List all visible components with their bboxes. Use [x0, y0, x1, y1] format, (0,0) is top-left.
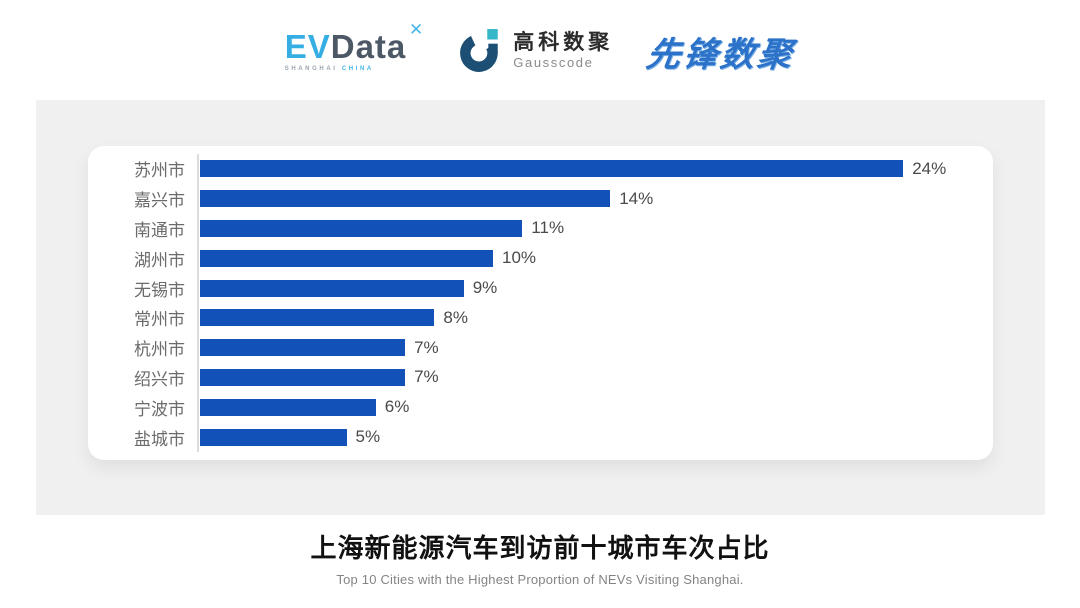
bar-row: 常州市 8% — [88, 303, 993, 333]
value-label: 5% — [355, 427, 381, 447]
gausscode-text: 高科数聚 Gausscode — [513, 31, 613, 70]
bar-row: 杭州市 7% — [88, 333, 993, 363]
evdata-ev-text: EV — [284, 28, 331, 65]
category-label: 宁波市 — [134, 399, 185, 419]
value-label: 6% — [384, 397, 410, 417]
value-label: 14% — [619, 188, 654, 208]
bar-row: 湖州市 10% — [88, 243, 993, 273]
bar — [200, 339, 406, 357]
bar-row: 宁波市 6% — [88, 392, 993, 422]
gausscode-en-name: Gausscode — [513, 55, 594, 71]
category-label: 常州市 — [134, 310, 185, 330]
category-label: 杭州市 — [134, 340, 185, 360]
evdata-data-text: Data — [330, 28, 407, 65]
evdata-sparkle-icon: ✕ — [409, 20, 425, 39]
bar-row: 嘉兴市 14% — [88, 184, 993, 214]
bar — [200, 219, 523, 237]
evdata-china-text: CHINA — [341, 66, 374, 72]
gausscode-g-icon — [460, 29, 499, 72]
bar — [200, 309, 435, 327]
bar-row: 苏州市 24% — [88, 154, 993, 184]
category-label: 无锡市 — [134, 280, 185, 300]
bar — [200, 160, 904, 178]
bar — [200, 368, 406, 386]
category-label: 绍兴市 — [134, 369, 185, 389]
y-axis-line — [197, 154, 199, 452]
bar — [200, 190, 611, 208]
category-label: 嘉兴市 — [134, 191, 185, 211]
gausscode-cn-name: 高科数聚 — [513, 31, 614, 55]
category-label: 南通市 — [134, 220, 185, 240]
evdata-tagline: SHANGHAI CHINA — [285, 66, 374, 72]
bar — [200, 398, 376, 416]
caption: 上海新能源汽车到访前十城市车次占比 Top 10 Cities with the… — [0, 528, 1080, 587]
value-label: 24% — [912, 158, 947, 178]
bar-chart: 苏州市 24% 嘉兴市 14% 南通市 11% 湖州市 10% 无锡市 9% 常州市 8% 杭州市 7% 绍… — [88, 154, 993, 452]
bar — [200, 249, 493, 267]
value-label: 9% — [472, 278, 498, 298]
bar-row: 无锡市 9% — [88, 273, 993, 303]
evdata-shanghai-text: SHANGHAI — [284, 66, 338, 72]
gausscode-logo: 高科数聚 Gausscode — [458, 28, 613, 74]
bar — [200, 428, 347, 446]
bar-row: 南通市 11% — [88, 214, 993, 244]
chart-subtitle: Top 10 Cities with the Highest Proportio… — [336, 572, 744, 587]
category-label: 湖州市 — [134, 250, 185, 270]
value-label: 7% — [414, 367, 439, 387]
chart-panel: 苏州市 24% 嘉兴市 14% 南通市 11% 湖州市 10% 无锡市 9% 常州市 8% 杭州市 7% 绍… — [36, 100, 1045, 515]
chart-title: 上海新能源汽车到访前十城市车次占比 — [310, 533, 770, 563]
evdata-wordmark: EVData ✕ — [284, 21, 425, 65]
pioneer-logo: 先锋数聚 — [644, 35, 798, 74]
bar-row: 盐城市 5% — [88, 422, 993, 452]
chart-card: 苏州市 24% 嘉兴市 14% 南通市 11% 湖州市 10% 无锡市 9% 常州市 8% 杭州市 7% 绍… — [88, 146, 993, 460]
logo-header: EVData ✕ SHANGHAI CHINA 高科数聚 Gausscode 先… — [0, 14, 1080, 88]
category-label: 盐城市 — [134, 429, 185, 449]
bar-row: 绍兴市 7% — [88, 363, 993, 393]
bar — [200, 279, 464, 297]
value-label: 8% — [443, 307, 468, 327]
category-label: 苏州市 — [134, 161, 185, 181]
value-label: 7% — [414, 337, 439, 357]
value-label: 10% — [502, 248, 537, 268]
evdata-logo: EVData ✕ SHANGHAI CHINA — [284, 21, 425, 72]
value-label: 11% — [531, 218, 565, 238]
